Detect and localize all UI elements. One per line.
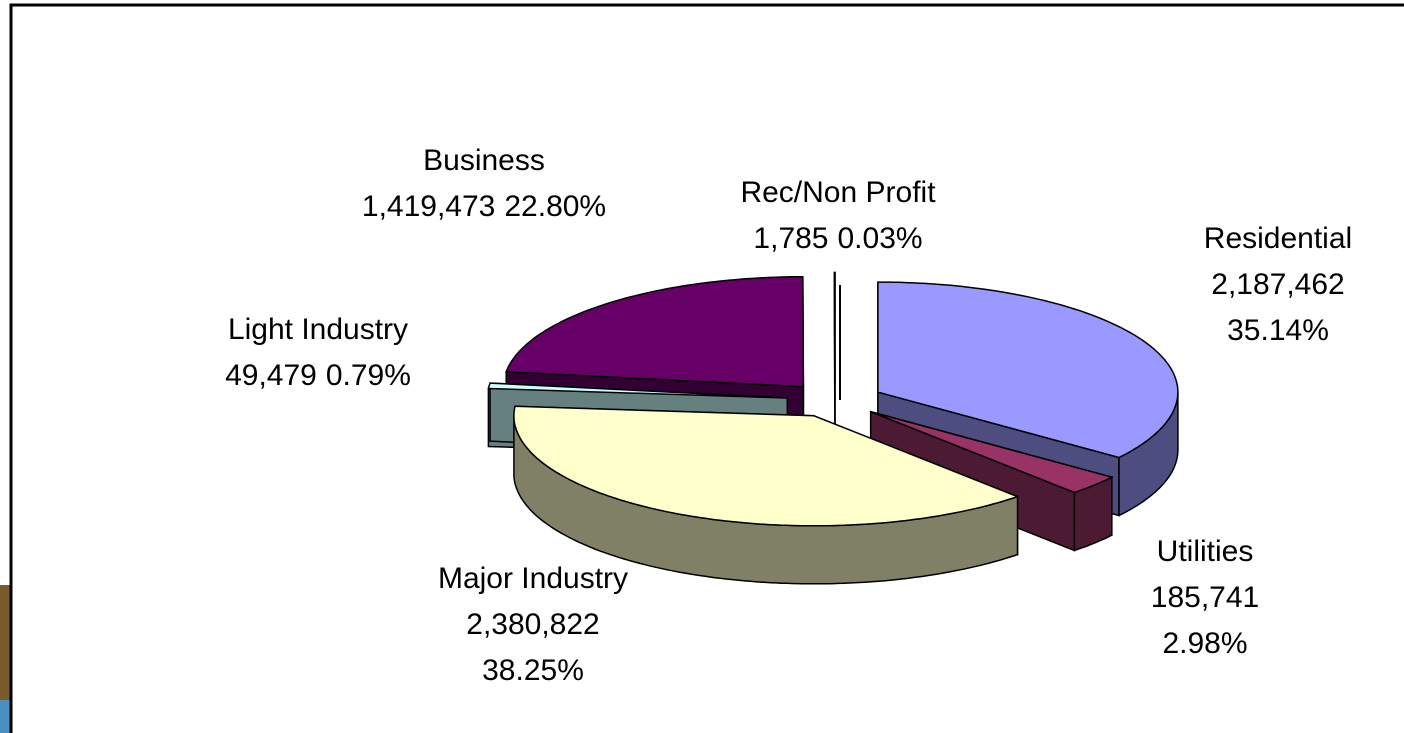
percent-label: 35.14%	[1227, 314, 1329, 347]
count-label: 1,785	[753, 222, 828, 255]
count-label: 2,380,822	[466, 608, 599, 641]
category-label: Rec/Non Profit	[740, 176, 936, 209]
percent-label: 2.98%	[1162, 627, 1247, 660]
category-label: Business	[423, 144, 545, 177]
count-label: 185,741	[1151, 581, 1259, 614]
count-label: 49,479	[225, 359, 317, 392]
category-label: Utilities	[1157, 535, 1254, 568]
percent-label: 0.03%	[838, 222, 923, 255]
percent-label: 38.25%	[482, 654, 584, 687]
slice	[834, 272, 835, 382]
data-label: Utilities 185,741 2.98%	[1151, 535, 1259, 660]
chart: Residential 2,187,462 35.14% Utilities 185,7…	[0, 0, 1404, 733]
category-label: Light Industry	[228, 313, 408, 346]
category-label: Residential	[1204, 222, 1352, 255]
category-label: Major Industry	[438, 562, 628, 595]
count-label: 2,187,462	[1211, 268, 1344, 301]
count-label: 1,419,473	[362, 190, 495, 223]
percent-label: 0.79%	[326, 359, 411, 392]
percent-label: 22.80%	[504, 190, 606, 223]
